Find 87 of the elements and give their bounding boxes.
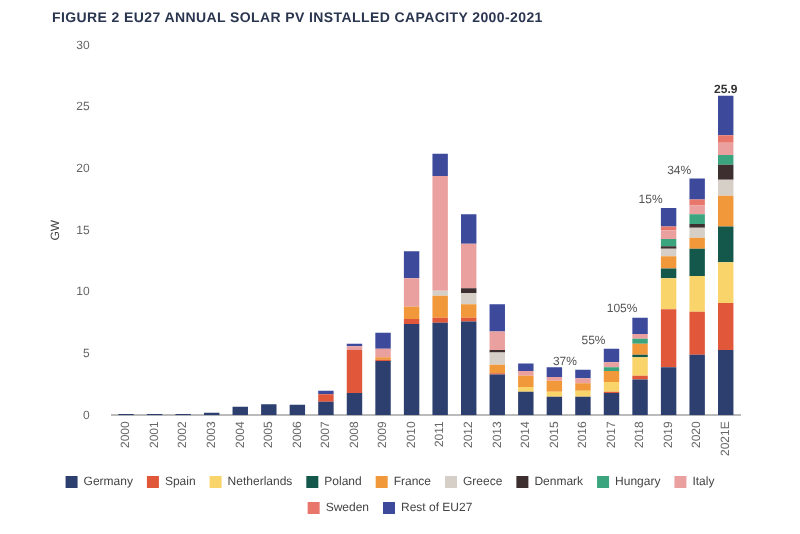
bar [403,324,420,416]
bar [432,322,448,416]
bar [518,363,534,371]
bar [632,343,648,355]
bar [518,386,534,392]
bar [689,311,705,355]
bar [689,237,705,249]
bar [718,142,734,155]
bar [575,390,591,397]
bar [432,175,448,291]
bar [718,135,734,143]
bar [718,164,734,180]
bar [660,248,677,257]
bar [603,362,620,368]
bar [632,379,648,416]
bar [432,295,448,318]
bar [718,303,734,350]
bar [289,404,306,416]
bar [718,195,734,227]
bar [632,317,648,334]
bar [432,290,448,296]
bar [689,199,705,206]
bar [403,306,420,320]
bar [489,304,505,332]
bar [603,393,620,416]
bar [403,278,420,307]
bar [660,278,677,310]
bar [461,321,477,416]
bar [489,331,505,350]
bar [689,354,705,416]
bar [403,251,420,279]
bar [346,393,363,416]
bar [575,396,591,416]
bar [603,370,620,382]
bar [318,394,334,402]
bar [718,262,734,304]
bar [689,178,705,200]
bar [489,364,505,374]
bar [375,332,391,349]
bar [660,268,677,279]
bar [660,238,677,247]
bar [660,367,677,416]
bar [603,381,620,392]
bar [518,370,534,376]
bar [632,338,648,344]
bar [660,309,677,368]
bar [261,404,277,416]
bar [403,319,420,325]
bar [575,383,591,391]
bar [546,396,563,416]
bar [575,369,591,379]
bar [575,378,591,384]
bar [546,391,563,397]
bar [461,214,477,244]
bar [660,208,677,227]
bar [518,391,534,416]
bar [432,317,448,323]
bar [718,95,734,136]
bar [632,333,648,339]
bar [518,375,534,387]
bar [318,401,334,416]
bar [718,179,734,196]
bar [432,153,448,176]
bar [489,352,505,365]
bar [660,256,677,269]
bar [718,155,734,165]
bar [346,349,363,394]
bar [489,374,505,416]
bar [461,293,477,305]
bar [461,288,477,294]
bar [461,304,477,318]
bar [461,243,477,289]
bar [603,348,620,363]
bar [689,227,705,238]
bar [689,275,705,312]
bar [689,214,705,225]
bar [546,380,563,392]
bar [632,357,648,376]
bar [375,361,391,416]
bar [660,230,677,239]
bar [718,349,734,416]
bar [718,226,734,263]
bar [689,205,705,215]
bar [689,248,705,276]
bar [375,348,391,358]
bar [232,406,248,416]
bar [546,367,563,378]
